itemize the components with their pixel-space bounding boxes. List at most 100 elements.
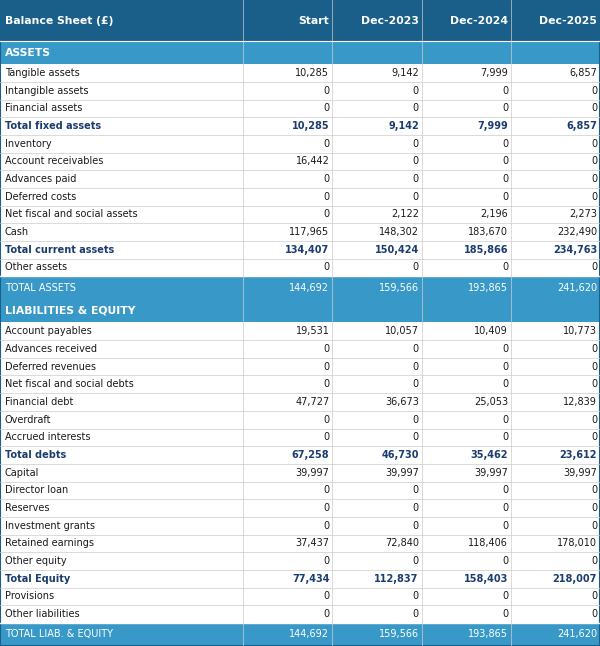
Text: 0: 0 — [323, 174, 329, 184]
Text: 0: 0 — [413, 379, 419, 390]
Text: 2,273: 2,273 — [569, 209, 597, 220]
Text: 0: 0 — [413, 344, 419, 354]
Text: 0: 0 — [591, 432, 597, 443]
Text: 0: 0 — [323, 139, 329, 149]
Text: 0: 0 — [591, 521, 597, 531]
Text: 36,673: 36,673 — [385, 397, 419, 407]
Text: 144,692: 144,692 — [289, 283, 329, 293]
Text: 0: 0 — [591, 103, 597, 114]
Text: 47,727: 47,727 — [295, 397, 329, 407]
Text: Provisions: Provisions — [5, 591, 54, 601]
Text: 0: 0 — [323, 485, 329, 495]
Text: 0: 0 — [502, 103, 508, 114]
Text: 0: 0 — [323, 344, 329, 354]
Bar — [0, 499, 600, 517]
Text: 12,839: 12,839 — [563, 397, 597, 407]
Text: 25,053: 25,053 — [474, 397, 508, 407]
Text: Inventory: Inventory — [5, 139, 52, 149]
Bar — [0, 481, 600, 499]
Text: 72,840: 72,840 — [385, 538, 419, 548]
Bar — [0, 534, 600, 552]
Text: 0: 0 — [323, 86, 329, 96]
Text: 241,620: 241,620 — [557, 629, 597, 640]
Text: Deferred revenues: Deferred revenues — [5, 362, 96, 371]
Text: Total Equity: Total Equity — [5, 574, 70, 584]
Text: LIABILITIES & EQUITY: LIABILITIES & EQUITY — [5, 306, 136, 316]
Text: 0: 0 — [413, 262, 419, 273]
Text: 0: 0 — [323, 103, 329, 114]
Bar — [0, 171, 600, 188]
Text: 0: 0 — [413, 485, 419, 495]
Text: 0: 0 — [591, 262, 597, 273]
Text: 218,007: 218,007 — [553, 574, 597, 584]
Text: Other assets: Other assets — [5, 262, 67, 273]
Text: 0: 0 — [413, 556, 419, 566]
Bar — [0, 224, 600, 241]
Text: 0: 0 — [502, 86, 508, 96]
Text: 0: 0 — [502, 139, 508, 149]
Text: 19,531: 19,531 — [296, 326, 329, 337]
Text: Advances paid: Advances paid — [5, 174, 76, 184]
Bar — [0, 135, 600, 152]
Text: 6,857: 6,857 — [566, 121, 597, 131]
Text: Start: Start — [299, 16, 329, 26]
Text: 39,997: 39,997 — [296, 468, 329, 477]
Text: Intangible assets: Intangible assets — [5, 86, 88, 96]
Text: 193,865: 193,865 — [468, 629, 508, 640]
Bar — [0, 446, 600, 464]
Text: 2,122: 2,122 — [391, 209, 419, 220]
Text: 0: 0 — [323, 415, 329, 424]
Bar — [0, 517, 600, 534]
Text: 0: 0 — [323, 591, 329, 601]
Text: 0: 0 — [323, 192, 329, 202]
Text: Total fixed assets: Total fixed assets — [5, 121, 101, 131]
Text: 77,434: 77,434 — [292, 574, 329, 584]
Text: Total current assets: Total current assets — [5, 245, 114, 255]
Text: 193,865: 193,865 — [468, 283, 508, 293]
Text: 150,424: 150,424 — [374, 245, 419, 255]
Text: Accrued interests: Accrued interests — [5, 432, 90, 443]
Text: 10,285: 10,285 — [295, 68, 329, 78]
Text: 159,566: 159,566 — [379, 283, 419, 293]
Text: 2,196: 2,196 — [481, 209, 508, 220]
Text: 0: 0 — [413, 521, 419, 531]
Text: 241,620: 241,620 — [557, 283, 597, 293]
Text: 178,010: 178,010 — [557, 538, 597, 548]
Text: 0: 0 — [591, 556, 597, 566]
Text: 0: 0 — [591, 174, 597, 184]
Text: Other liabilities: Other liabilities — [5, 609, 79, 619]
Text: 0: 0 — [591, 485, 597, 495]
Bar — [0, 552, 600, 570]
Text: 23,612: 23,612 — [560, 450, 597, 460]
Text: 0: 0 — [323, 556, 329, 566]
Text: 0: 0 — [502, 379, 508, 390]
Text: Dec-2025: Dec-2025 — [539, 16, 597, 26]
Text: 0: 0 — [591, 344, 597, 354]
Text: 0: 0 — [413, 591, 419, 601]
Text: 0: 0 — [323, 262, 329, 273]
Text: 0: 0 — [323, 379, 329, 390]
Text: 0: 0 — [502, 174, 508, 184]
Text: 67,258: 67,258 — [292, 450, 329, 460]
Text: 0: 0 — [502, 556, 508, 566]
Text: Financial assets: Financial assets — [5, 103, 82, 114]
Text: 0: 0 — [502, 503, 508, 513]
Bar — [0, 299, 600, 322]
Text: 0: 0 — [502, 609, 508, 619]
Text: 0: 0 — [591, 156, 597, 167]
Text: 0: 0 — [323, 609, 329, 619]
Text: 0: 0 — [591, 139, 597, 149]
Bar — [0, 99, 600, 117]
Bar — [0, 322, 600, 340]
Text: 159,566: 159,566 — [379, 629, 419, 640]
Text: 39,997: 39,997 — [385, 468, 419, 477]
Bar — [0, 205, 600, 224]
Text: 0: 0 — [413, 432, 419, 443]
Text: 0: 0 — [502, 591, 508, 601]
Text: 0: 0 — [413, 139, 419, 149]
Text: Capital: Capital — [5, 468, 39, 477]
Text: 0: 0 — [591, 362, 597, 371]
Text: 0: 0 — [413, 415, 419, 424]
Bar — [0, 64, 600, 82]
Text: 185,866: 185,866 — [464, 245, 508, 255]
